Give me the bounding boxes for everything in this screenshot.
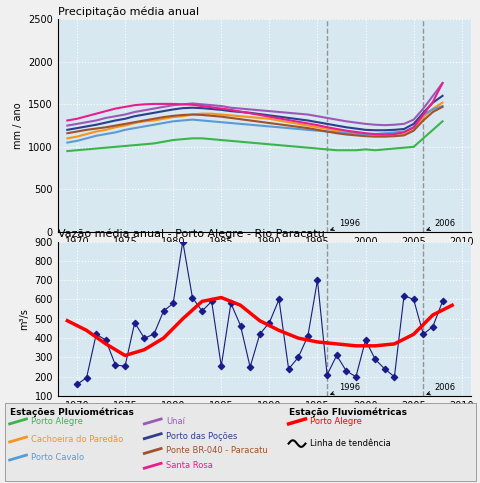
Point bbox=[131, 319, 138, 327]
Point bbox=[361, 336, 369, 344]
Text: Porto Alegre: Porto Alegre bbox=[31, 417, 83, 426]
Text: Porto Cavalo: Porto Cavalo bbox=[31, 453, 84, 462]
FancyBboxPatch shape bbox=[5, 402, 475, 482]
Point bbox=[246, 363, 253, 371]
Text: Precipitação média anual: Precipitação média anual bbox=[58, 7, 198, 17]
Point bbox=[313, 276, 321, 284]
Point bbox=[255, 330, 263, 338]
Text: Estações Pluviométricas: Estações Pluviométricas bbox=[10, 408, 133, 417]
Point bbox=[380, 365, 388, 373]
Point bbox=[169, 299, 177, 307]
Y-axis label: mm / ano: mm / ano bbox=[12, 102, 23, 149]
Point bbox=[121, 362, 129, 370]
Y-axis label: m³/s: m³/s bbox=[19, 308, 29, 330]
Point bbox=[303, 332, 311, 340]
Point bbox=[332, 352, 340, 359]
Point bbox=[179, 238, 186, 245]
Point bbox=[227, 299, 234, 307]
Point bbox=[236, 322, 244, 329]
Point bbox=[140, 334, 148, 342]
Point bbox=[323, 371, 330, 379]
Point bbox=[102, 336, 109, 344]
Text: Ponte BR-040 - Paracatu: Ponte BR-040 - Paracatu bbox=[166, 446, 267, 455]
Point bbox=[150, 330, 157, 338]
Point bbox=[83, 374, 90, 382]
Point bbox=[409, 296, 417, 303]
Point bbox=[265, 319, 273, 327]
Point bbox=[217, 362, 225, 370]
Point bbox=[73, 381, 81, 388]
Text: Linha de tendência: Linha de tendência bbox=[310, 439, 390, 448]
Text: Estação Fluviométricas: Estação Fluviométricas bbox=[288, 408, 406, 417]
Point bbox=[438, 298, 445, 305]
Text: Santa Rosa: Santa Rosa bbox=[166, 461, 212, 470]
Point bbox=[188, 294, 196, 301]
Text: Vazão média anual - Porto Alegre - Rio Paracatu: Vazão média anual - Porto Alegre - Rio P… bbox=[58, 229, 324, 240]
Text: 1996: 1996 bbox=[330, 219, 359, 230]
Text: 1996: 1996 bbox=[330, 384, 359, 395]
Point bbox=[284, 365, 292, 373]
Point bbox=[351, 373, 359, 381]
Point bbox=[419, 330, 426, 338]
Text: 2006: 2006 bbox=[426, 384, 455, 395]
Point bbox=[371, 355, 378, 363]
Text: Unaí: Unaí bbox=[166, 417, 185, 426]
Point bbox=[92, 330, 100, 338]
Text: Porto Alegre: Porto Alegre bbox=[310, 417, 361, 426]
Point bbox=[399, 292, 407, 299]
Text: 2006: 2006 bbox=[426, 219, 455, 230]
Point bbox=[198, 307, 205, 315]
Point bbox=[159, 307, 167, 315]
Text: Porto das Poções: Porto das Poções bbox=[166, 432, 237, 440]
Point bbox=[294, 354, 301, 361]
Point bbox=[111, 361, 119, 369]
Text: Cachoeira do Paredão: Cachoeira do Paredão bbox=[31, 435, 123, 444]
Point bbox=[342, 367, 349, 375]
Point bbox=[207, 298, 215, 305]
Point bbox=[428, 323, 436, 330]
Point bbox=[275, 296, 282, 303]
X-axis label: Ano: Ano bbox=[253, 416, 275, 426]
Point bbox=[390, 373, 397, 381]
